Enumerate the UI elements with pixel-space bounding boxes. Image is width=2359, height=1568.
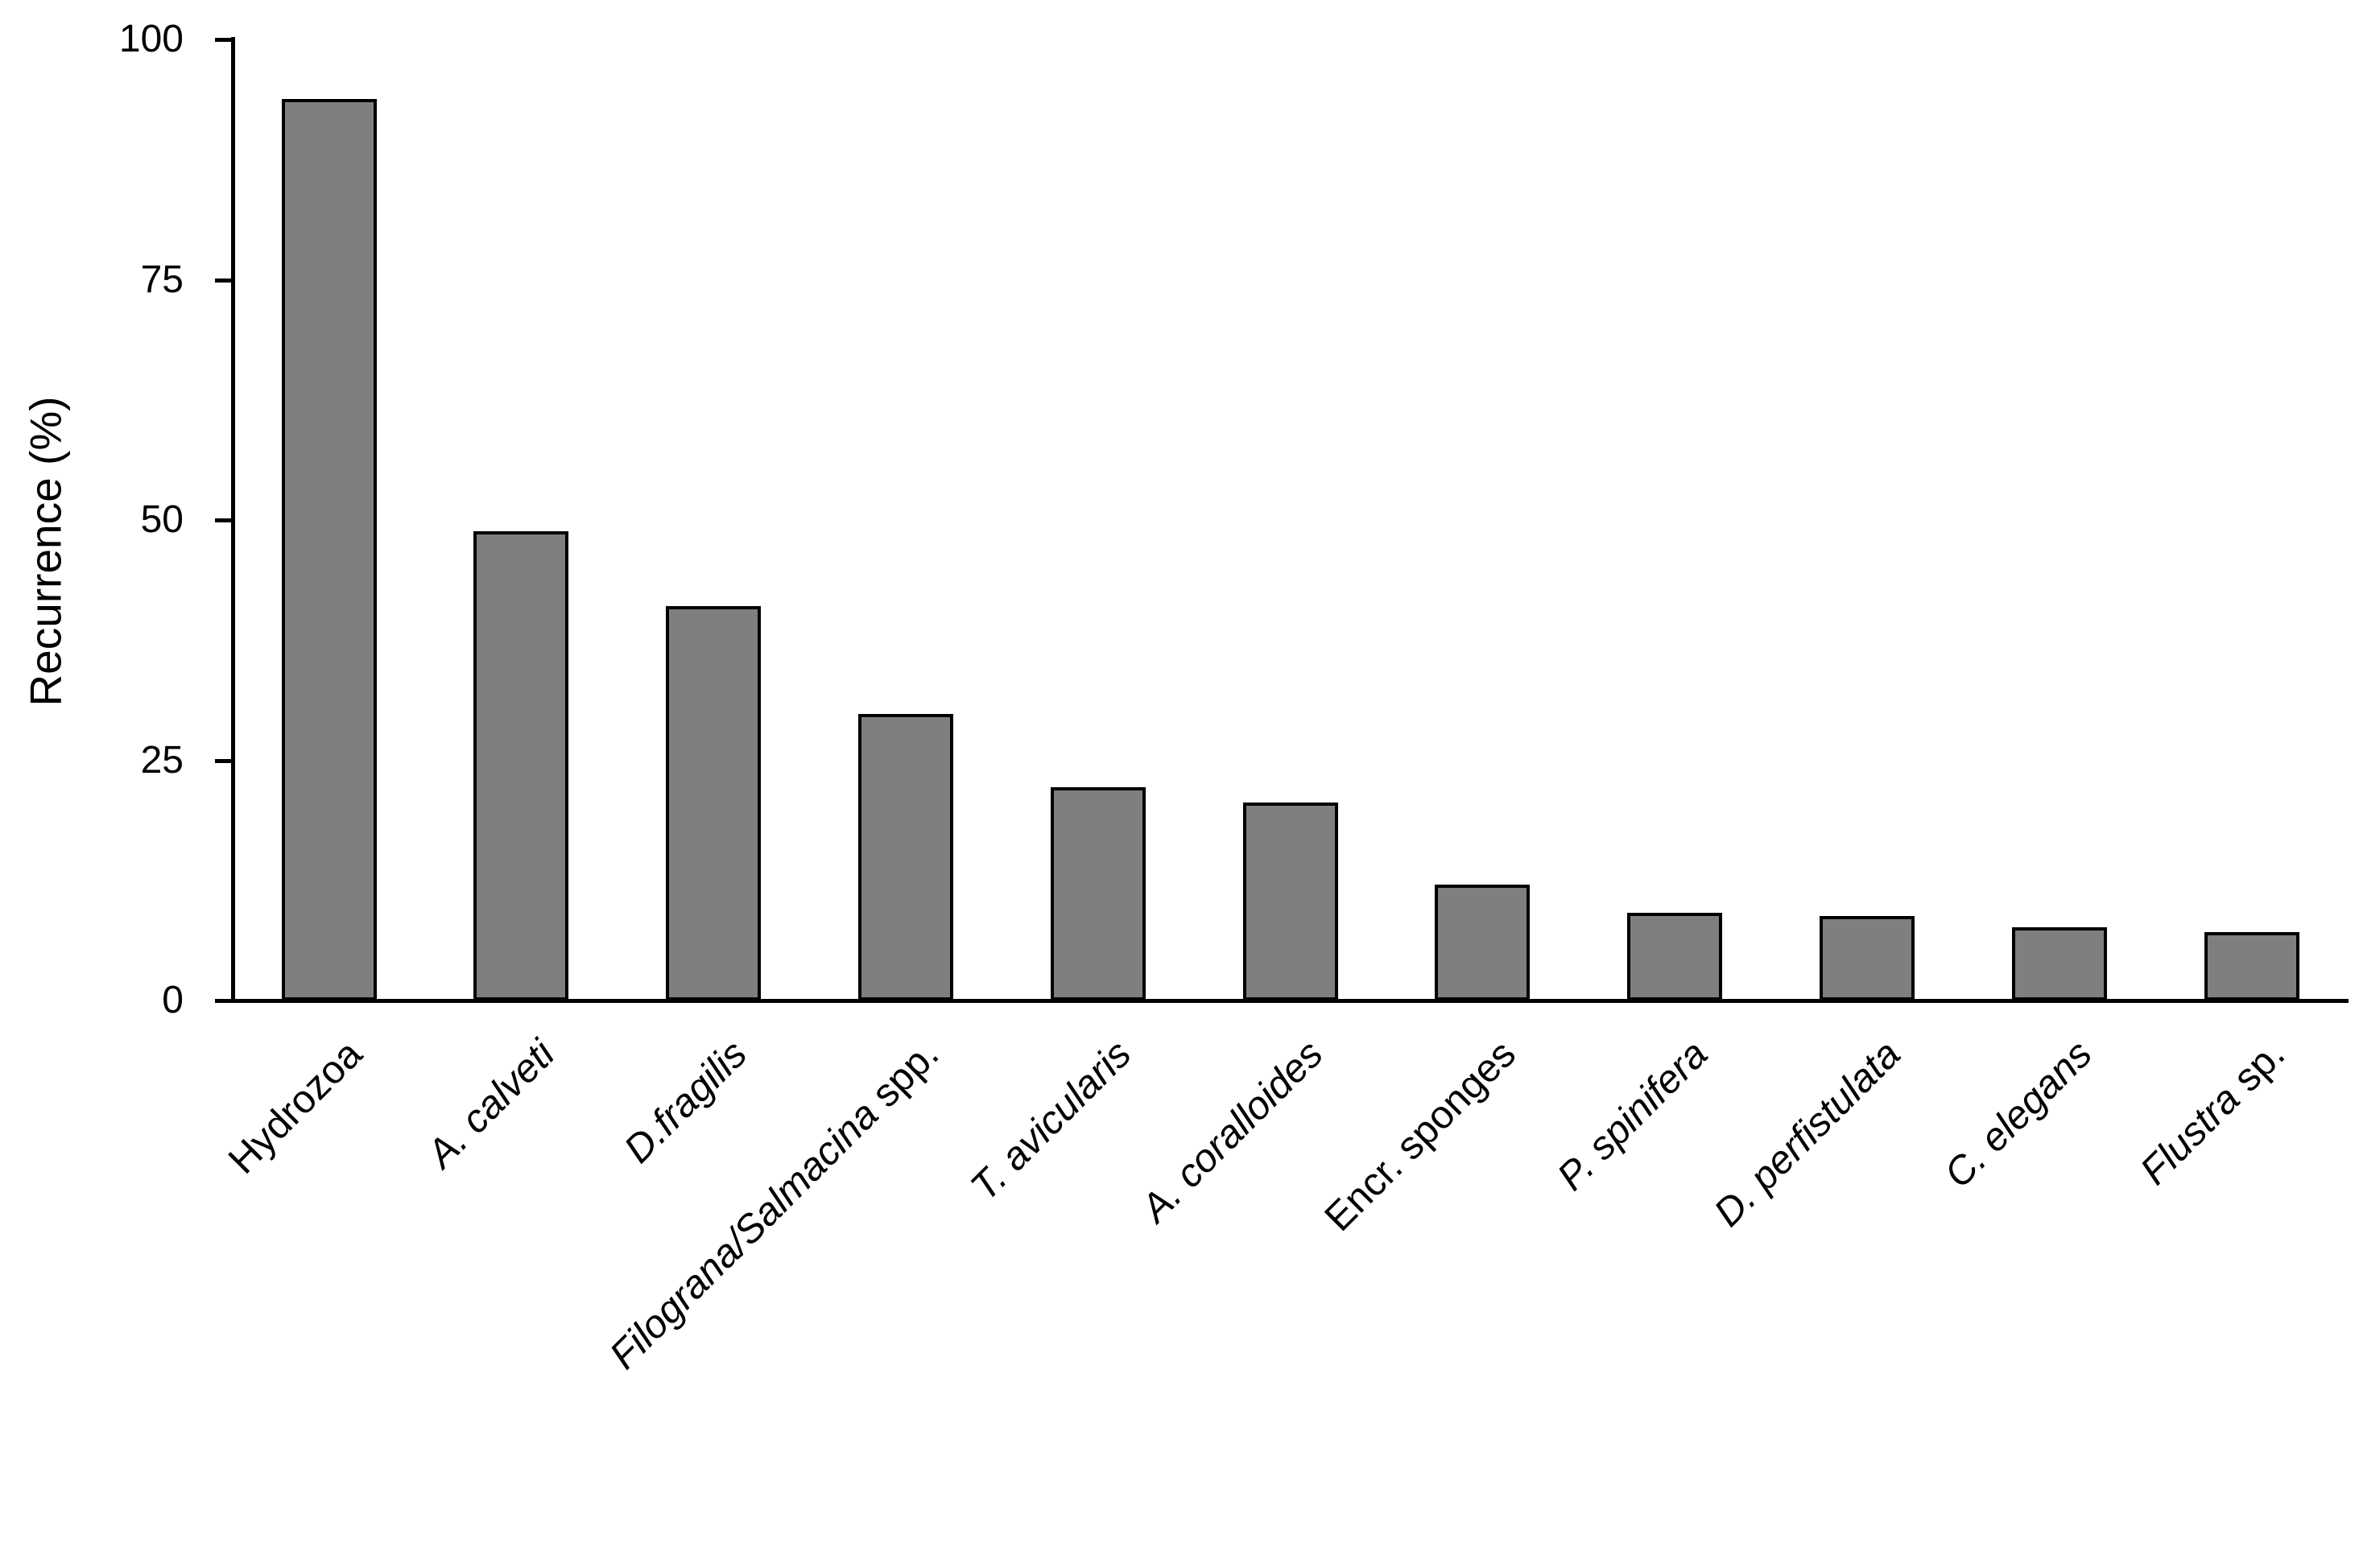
x-category-label: P. spinifera: [1549, 1032, 1717, 1199]
x-category-label-segment: D. perfistulata: [1705, 1032, 1909, 1236]
y-tick-label: 75: [140, 258, 184, 301]
x-category-label-segment: T. avicularis: [962, 1032, 1140, 1210]
y-tick-mark: [215, 518, 233, 522]
x-category-label: D.fragilis: [615, 1032, 755, 1172]
x-category-label-segment: P. spinifera: [1549, 1032, 1717, 1199]
x-category-label-segment: Flustra: [2132, 1077, 2249, 1194]
x-category-label-segment: D.fragilis: [615, 1032, 755, 1172]
x-category-label: A. coralloides: [1133, 1032, 1332, 1231]
x-category-label: Flustra sp.: [2132, 1032, 2294, 1194]
y-tick-label: 50: [140, 498, 184, 541]
bar-6: [1242, 803, 1338, 1001]
y-axis-title: Recurrence (%): [20, 396, 71, 707]
y-tick-mark: [215, 758, 233, 763]
x-category-label: Hydrozoa: [220, 1032, 370, 1182]
bar-2: [473, 531, 569, 1001]
y-tick-mark: [215, 278, 233, 283]
x-category-label: Filograna/Salmacina spp.: [601, 1032, 948, 1378]
x-category-label-segment: Encr. sponges: [1316, 1032, 1524, 1240]
bar-3: [666, 606, 762, 1001]
bar-8: [1627, 913, 1723, 1001]
bar-1: [281, 99, 377, 1001]
bar-4: [857, 714, 953, 1001]
x-category-label: Encr. sponges: [1316, 1032, 1525, 1240]
bar-11: [2204, 932, 2299, 1001]
x-category-label: D. perfistulata: [1705, 1032, 1909, 1236]
y-tick-label: 25: [140, 738, 184, 782]
y-tick-mark: [215, 999, 233, 1003]
bar-7: [1435, 884, 1531, 1001]
x-category-label: T. avicularis: [962, 1032, 1140, 1210]
y-tick-label: 100: [118, 18, 184, 60]
bar-10: [2011, 927, 2107, 1001]
x-category-label-segment: Hydrozoa: [220, 1032, 370, 1182]
bar-9: [1819, 915, 1915, 1001]
x-category-label: C. elegans: [1936, 1032, 2101, 1197]
x-category-label-segment: C. elegans: [1936, 1032, 2101, 1197]
x-category-label-segment: A. calveti: [419, 1032, 563, 1177]
x-axis-line: [231, 999, 2349, 1003]
x-category-label: A. calveti: [419, 1032, 564, 1177]
bar-5: [1050, 786, 1146, 1001]
x-category-label-segment: A. coralloides: [1133, 1032, 1332, 1231]
y-tick-label: 0: [162, 979, 184, 1021]
y-tick-mark: [215, 38, 233, 42]
y-axis-line: [231, 37, 235, 1003]
